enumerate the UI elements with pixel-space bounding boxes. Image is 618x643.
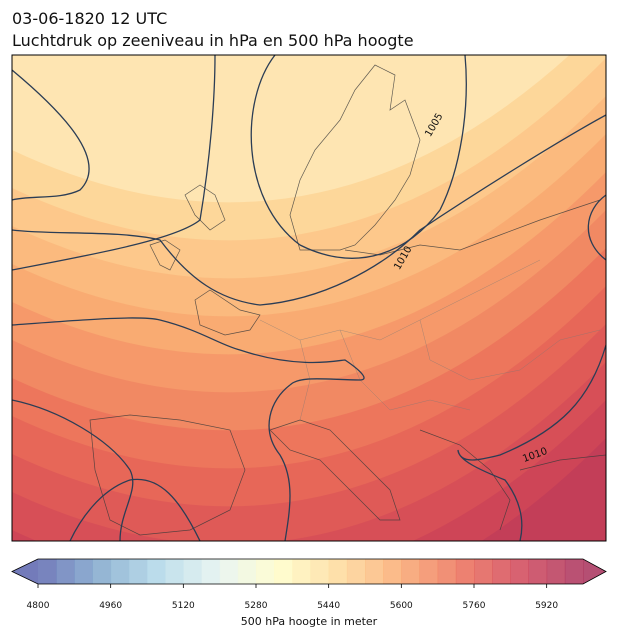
title-time: 03-06-1820 12 UTC	[12, 9, 167, 28]
colorbar-segment	[92, 559, 112, 584]
colorbar-segment	[165, 559, 184, 584]
colorbar-segment	[147, 559, 166, 584]
colorbar-segment	[564, 559, 584, 584]
colorbar-segment	[201, 559, 221, 584]
colorbar-tick-label: 5600	[390, 601, 413, 611]
colorbar-segment	[510, 559, 529, 584]
colorbar: 4800 4960 5120 5280 5440 5600 5760 5920 500 hPa …	[11, 558, 607, 628]
colorbar-segment	[56, 559, 75, 584]
colorbar-segment	[128, 559, 148, 584]
colorbar-tick-label: 5440	[317, 601, 340, 611]
height-field	[12, 55, 606, 541]
colorbar-tick-label: 4960	[99, 601, 122, 611]
colorbar-segment	[528, 559, 548, 584]
colorbar-tick-label: 4800	[27, 601, 50, 611]
band	[481, 438, 606, 541]
colorbar-segment	[74, 559, 93, 584]
colorbar-label: 500 hPa hoogte in meter	[241, 615, 378, 628]
isobars	[12, 55, 606, 541]
country-borders	[259, 259, 601, 421]
colorbar-tick-label: 5120	[172, 601, 195, 611]
map-frame	[11, 54, 607, 542]
colorbar-segment	[183, 559, 202, 584]
colorbar-segment	[401, 559, 420, 584]
coastlines	[89, 64, 606, 536]
title-description: Luchtdruk op zeeniveau in hPa en 500 hPa…	[12, 31, 414, 50]
colorbar-segment	[237, 559, 257, 584]
colorbar-segment	[328, 559, 348, 584]
colorbar-segment	[365, 559, 384, 584]
colorbar-segment	[383, 559, 402, 584]
colorbar-segment	[292, 559, 311, 584]
colorbar-segment	[437, 559, 457, 584]
colorbar-tick-label: 5760	[463, 601, 486, 611]
colorbar-outline	[11, 558, 607, 585]
colorbar-segment	[492, 559, 511, 584]
colorbar-segment	[274, 559, 293, 584]
colorbar-segment	[38, 559, 57, 584]
colorbar-tick-label: 5920	[535, 601, 558, 611]
colorbar-extend-high	[583, 559, 606, 584]
colorbar-segment	[310, 559, 330, 584]
colorbar-segment	[110, 559, 130, 584]
colorbar-segment	[474, 559, 493, 584]
colorbar-segment	[419, 559, 439, 584]
colorbar-segment	[546, 559, 566, 584]
colorbar-segment	[219, 559, 239, 584]
band	[12, 362, 606, 541]
colorbar-tick-label: 5280	[245, 601, 268, 611]
colorbar-segment	[455, 559, 475, 584]
colorbar-segment	[346, 559, 366, 584]
colorbar-segment	[256, 559, 275, 584]
colorbar-extend-low	[12, 559, 38, 584]
